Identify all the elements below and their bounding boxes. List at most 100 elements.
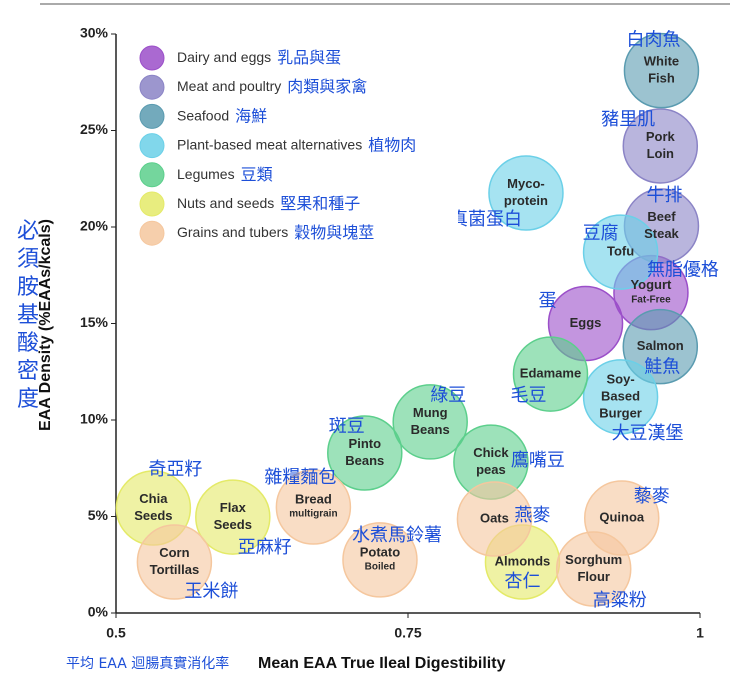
bubble-label: Eggs <box>570 315 602 330</box>
bubble-label: Quinoa <box>599 509 645 524</box>
legend-entry: Plant-based meat alternatives 植物肉 <box>177 135 416 154</box>
bubble <box>342 522 418 598</box>
zh-label: 鷹嘴豆 <box>511 449 565 471</box>
bubble-label: Chia <box>139 491 168 506</box>
bubble <box>392 384 468 460</box>
bubble <box>623 32 700 109</box>
y-tick-label: 0% <box>88 604 109 620</box>
zh-label: 玉米餅 <box>184 581 238 602</box>
legend-entry: Nuts and seeds 堅果和種子 <box>177 194 360 213</box>
bubble-label: Seeds <box>214 517 252 532</box>
bubble-label: White <box>644 54 679 69</box>
bubble-label: Soy- <box>606 371 634 386</box>
bubble-label: Beans <box>411 422 450 437</box>
legend-label: Plant-based meat alternatives <box>177 136 362 152</box>
bubble-label: Seeds <box>134 508 172 523</box>
legend-label: Meat and poultry <box>177 78 281 94</box>
x-tick-label: 0.75 <box>394 625 421 641</box>
bubble <box>488 155 564 231</box>
legend-swatch <box>139 191 165 217</box>
bubble-note: Boiled <box>365 562 396 573</box>
zh-label: 水煮馬鈴薯 <box>352 525 442 546</box>
zh-label: 亞麻籽 <box>238 537 292 558</box>
y-tick-label: 25% <box>80 121 109 137</box>
y-tick-label: 5% <box>88 507 109 523</box>
bubble-label: Flour <box>577 569 610 584</box>
y-tick-label: 15% <box>80 314 109 330</box>
bubble-label: Based <box>601 388 640 403</box>
zh-label: 毛豆 <box>510 385 546 406</box>
legend-swatch <box>139 74 165 100</box>
y-axis-title: EAA Density (%EAAs/kcals) <box>37 219 54 431</box>
bubble <box>327 415 403 491</box>
bubble <box>582 359 659 435</box>
legend-swatch <box>139 103 165 129</box>
axes: 0% 5% 10% 15% 20% 25% 30% 0.5 0.75 1 <box>80 25 704 641</box>
legend-entry: Dairy and eggs 乳品與蛋 <box>177 48 341 67</box>
bubble-label: Mung <box>413 405 448 420</box>
bubble-note: multigrain <box>289 509 337 520</box>
bubble-label: Myco- <box>507 176 545 191</box>
zh-label: 豬里肌 <box>601 109 655 130</box>
legend: Dairy and eggs 乳品與蛋 Meat and poultry 肉類與家禽 S… <box>128 42 458 250</box>
legend-swatch <box>139 133 165 159</box>
bubble-label: Beef <box>647 209 676 224</box>
bubble-label: Salmon <box>637 338 684 353</box>
bubble-label: Oats <box>480 510 509 525</box>
legend-label-zh: 海鮮 <box>235 106 267 125</box>
zh-label: 綠豆 <box>430 385 466 406</box>
bubble-label: Flax <box>220 500 247 515</box>
bubble-note: Fat-Free <box>631 294 671 305</box>
zh-label: 高粱粉 <box>593 590 647 611</box>
zh-label: 杏仁 <box>504 571 540 592</box>
bubble <box>456 481 533 557</box>
bubble-label: Pork <box>646 129 676 144</box>
legend-label: Dairy and eggs <box>177 49 271 65</box>
bubble <box>195 479 271 555</box>
bubble-label: Tofu <box>607 244 634 259</box>
bubble-label: Loin <box>647 146 674 161</box>
bubble <box>622 108 699 184</box>
zh-label: 斑豆 <box>329 416 365 437</box>
legend-label: Grains and tubers <box>177 224 288 240</box>
zh-label: 蛋 <box>539 291 557 312</box>
bubble <box>136 524 213 600</box>
legend-swatch <box>139 162 165 188</box>
legend-entry: Grains and tubers 穀物與塊莖 <box>177 223 374 242</box>
legend-label-zh: 肉類與家禽 <box>287 77 367 96</box>
y-tick-label: 10% <box>80 411 109 427</box>
bubble-label: Beans <box>345 453 384 468</box>
zh-label: 大豆漢堡 <box>612 423 684 444</box>
legend-entry: Legumes 豆類 <box>177 164 273 183</box>
x-axis-title: Mean EAA True Ileal Digestibility <box>258 655 506 672</box>
zh-label: 真菌蛋白 <box>450 209 522 230</box>
bubble-label: peas <box>476 462 506 477</box>
legend-box <box>128 42 458 250</box>
bubble-label: Yogurt <box>630 277 672 292</box>
zh-label: 無脂優格 <box>647 260 719 281</box>
bubble-label: Pinto <box>349 436 382 451</box>
legend-label-zh: 乳品與蛋 <box>277 48 341 67</box>
legend-swatch <box>139 45 165 71</box>
bubble-label: Almonds <box>495 553 551 568</box>
bubble-label: Corn <box>159 545 189 560</box>
y-tick-label: 20% <box>80 218 109 234</box>
bubble <box>582 214 659 290</box>
zh-label: 藜麥 <box>634 486 670 507</box>
bubble-label: Burger <box>599 405 642 420</box>
bubble <box>275 469 352 545</box>
bubbles: Eggs 蛋 Yogurt Fat-Free 無脂優格 Pork Loin 豬里肌 Beef St… <box>115 30 719 611</box>
legend-label-zh: 豆類 <box>241 164 273 183</box>
legend-label: Nuts and seeds <box>177 195 274 211</box>
zh-label: 鮭魚 <box>644 357 680 378</box>
bubble-label: Tortillas <box>150 562 200 577</box>
bubble <box>512 336 589 412</box>
legend-entry: Meat and poultry 肉類與家禽 <box>177 77 367 96</box>
legend-entry: Seafood 海鮮 <box>177 106 267 125</box>
legend-swatch <box>139 220 165 246</box>
bubble-label: Steak <box>644 226 679 241</box>
x-axis-title-zh: 平均 EAA 迴腸真實消化率 <box>66 655 229 672</box>
bubble-label: Potato <box>360 544 401 559</box>
bubble <box>622 308 699 385</box>
